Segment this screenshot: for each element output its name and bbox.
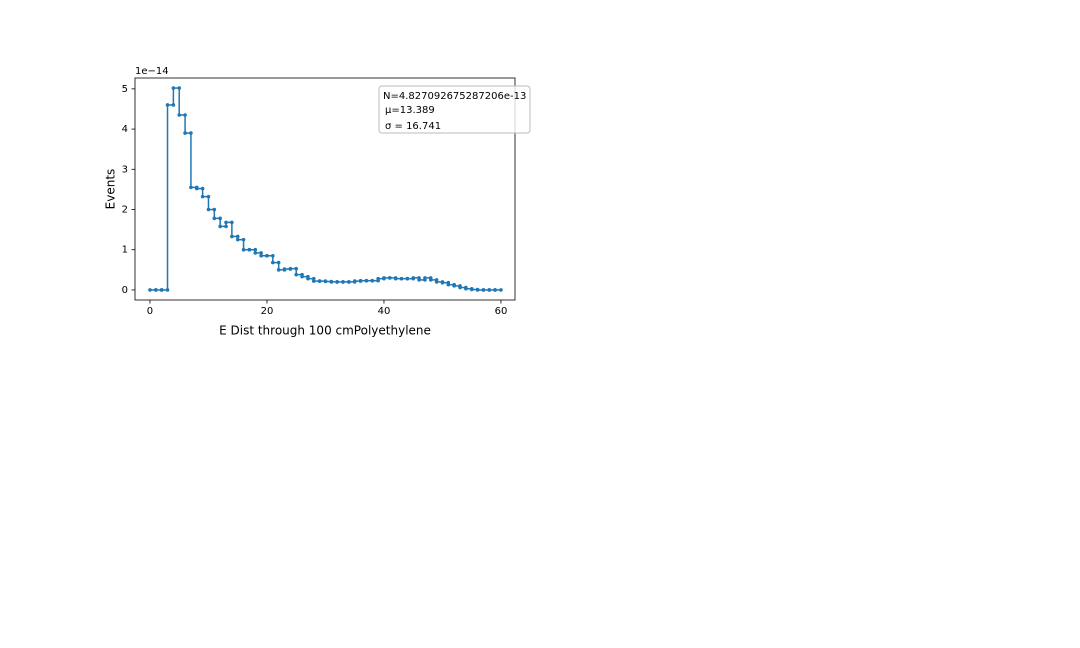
bin-marker: [183, 113, 187, 117]
bin-marker: [405, 276, 410, 281]
bin-marker: [171, 86, 176, 90]
bin-marker: [212, 216, 217, 221]
bin-marker: [265, 253, 269, 258]
bin-marker: [276, 260, 281, 265]
x-tick-label: 40: [378, 306, 391, 317]
bin-marker: [165, 103, 170, 107]
bin-marker: [311, 279, 316, 283]
bin-marker: [235, 237, 240, 242]
y-tick-label: 0: [122, 285, 128, 296]
bin-marker: [183, 131, 187, 135]
bin-marker: [306, 276, 310, 281]
bin-marker: [294, 266, 299, 271]
bin-marker: [247, 247, 252, 252]
bin-marker: [411, 276, 416, 280]
bin-marker: [428, 278, 433, 282]
x-tick-label: 20: [261, 306, 274, 317]
bin-marker: [364, 278, 369, 283]
bin-marker: [352, 279, 357, 283]
bin-marker: [218, 224, 222, 229]
bin-marker: [329, 280, 334, 284]
bin-marker: [341, 280, 345, 284]
bin-marker: [464, 286, 468, 291]
x-tick-label: 60: [495, 306, 508, 317]
bin-marker: [370, 278, 375, 283]
bin-marker: [434, 280, 439, 284]
bin-marker: [200, 186, 205, 191]
bin-marker: [458, 285, 462, 290]
bin-marker: [224, 224, 228, 229]
bin-marker: [271, 253, 275, 258]
bin-marker: [423, 276, 427, 280]
bin-marker: [300, 274, 304, 279]
bin-marker: [148, 288, 152, 292]
bin-marker: [253, 251, 258, 255]
bin-marker: [206, 194, 211, 199]
bin-marker: [276, 268, 281, 272]
bin-marker: [165, 288, 170, 292]
bin-marker: [493, 288, 497, 292]
bin-marker: [446, 282, 451, 287]
bin-marker: [440, 280, 445, 285]
bin-marker: [347, 280, 351, 284]
bin-marker: [323, 279, 328, 284]
y-axis-label: Events: [104, 169, 118, 210]
bin-marker: [224, 220, 228, 225]
bin-marker: [393, 276, 398, 281]
plot-frame: [134, 77, 516, 301]
bin-marker: [294, 272, 299, 277]
bin-marker: [241, 237, 246, 242]
bin-marker: [177, 86, 182, 90]
bin-marker: [399, 276, 404, 281]
y-tick-label: 1: [122, 245, 128, 256]
bin-marker: [241, 247, 246, 252]
bin-marker: [317, 279, 322, 283]
bin-marker: [253, 247, 258, 252]
bin-marker: [259, 253, 263, 258]
y-tick-label: 3: [122, 164, 128, 175]
bin-marker: [200, 194, 205, 199]
bin-marker: [481, 288, 486, 292]
bin-marker: [171, 103, 176, 107]
stats-mu: μ=13.389: [385, 105, 435, 116]
bin-marker: [259, 251, 263, 255]
bin-marker: [335, 280, 339, 284]
bin-marker: [177, 113, 182, 117]
bin-marker: [218, 216, 222, 221]
y-tick-label: 4: [122, 124, 128, 135]
bin-marker: [206, 207, 211, 212]
bin-marker: [230, 220, 234, 225]
stats-n: N=4.827092675287206e-13: [383, 91, 526, 102]
bin-marker: [487, 288, 492, 292]
bin-marker: [282, 267, 287, 271]
bin-marker: [230, 234, 234, 239]
bin-marker: [235, 234, 240, 239]
bin-marker: [452, 284, 456, 288]
y-tick-label: 2: [122, 205, 128, 216]
bin-marker: [417, 278, 421, 282]
bin-marker: [212, 207, 217, 212]
bin-marker: [475, 288, 480, 292]
bin-marker: [469, 287, 474, 292]
y-offset-label: 1e−14: [135, 66, 169, 77]
bin-marker: [154, 288, 158, 292]
bin-marker: [358, 278, 363, 283]
bin-marker: [288, 266, 293, 271]
bin-marker: [194, 186, 199, 191]
bin-marker: [271, 260, 275, 265]
x-tick-label: 0: [147, 306, 153, 317]
stats-box: [378, 85, 531, 134]
stats-sigma: σ = 16.741: [385, 121, 441, 132]
bin-marker: [159, 288, 164, 292]
bin-marker: [499, 288, 503, 292]
bin-marker: [388, 276, 392, 280]
bin-marker: [189, 185, 193, 190]
y-tick-label: 5: [122, 84, 128, 95]
bin-marker: [376, 276, 380, 281]
bin-marker: [189, 131, 193, 135]
x-axis-label: E Dist through 100 cmPolyethylene: [219, 324, 431, 338]
bin-marker: [382, 276, 386, 280]
